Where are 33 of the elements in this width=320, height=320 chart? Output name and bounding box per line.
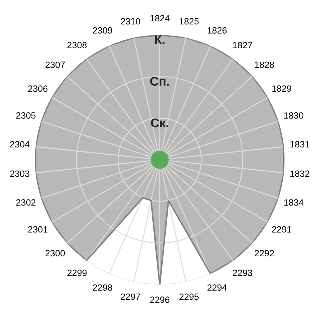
spoke-label: 2298 [93,284,112,292]
spoke-label: 1826 [208,27,227,34]
y-tick-label: К. [155,36,165,44]
spoke-label: 1825 [180,18,199,25]
spoke-label: 2308 [68,42,87,49]
spoke-label: 2295 [180,294,199,300]
spoke-label: 2300 [46,250,66,257]
spoke-label: 2310 [121,18,140,25]
spoke-label: 2294 [208,284,228,292]
spoke-label: 2297 [121,294,140,300]
spoke-label: 1828 [255,62,274,68]
spoke-label: 2306 [28,86,48,92]
spoke-label: 1832 [290,170,310,178]
spoke-label: 2305 [16,112,36,119]
spoke-label: 1830 [284,112,304,119]
spoke-label: 1831 [290,141,310,148]
spoke-label: 1824 [150,15,170,22]
spoke-label: 2299 [68,270,87,276]
spoke-label: 2302 [16,200,36,206]
spoke-label: 2291 [272,226,292,233]
spoke-label: 2296 [150,296,170,304]
spoke-label: 2293 [233,270,252,276]
spoke-label: 2292 [255,250,274,257]
y-tick-label: Ск. [151,118,169,128]
spoke-label: 1834 [284,200,304,206]
spoke-label: 2303 [10,170,30,178]
spoke-label: 1829 [272,86,292,92]
spoke-label: 2307 [46,62,65,68]
spoke-label: 2304 [10,141,30,148]
y-tick-label: Сп. [150,77,170,86]
spoke-label: 2309 [93,27,112,34]
spoke-label: 2301 [28,226,48,233]
spoke-label: 1827 [233,42,252,49]
